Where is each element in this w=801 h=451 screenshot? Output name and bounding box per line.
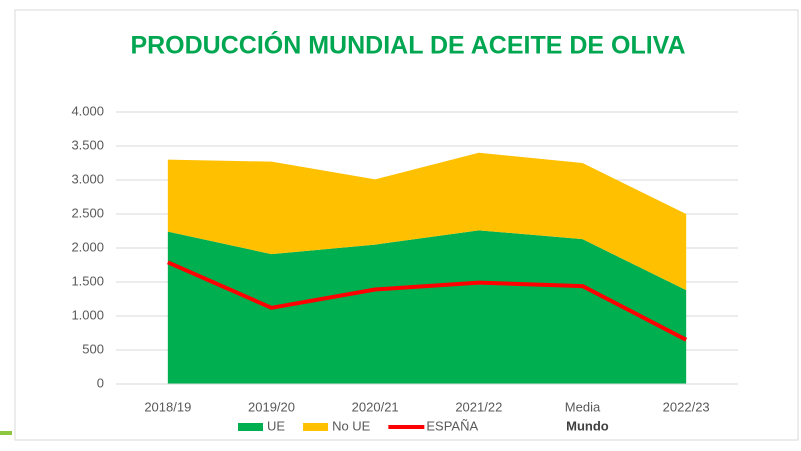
legend-swatch (303, 423, 329, 431)
y-tick-label: 3.500 (71, 137, 104, 152)
x-tick-label: 2022/23 (663, 399, 710, 414)
x-tick-label: Media (565, 399, 601, 414)
area (167, 230, 687, 384)
legend-label: Mundo (566, 418, 609, 433)
line (167, 260, 688, 342)
chart-title: PRODUCCIÓN MUNDIAL DE ACEITE DE OLIVA (130, 30, 685, 60)
legend-label: ESPAÑA (426, 418, 478, 433)
decoration (0, 431, 12, 435)
y-tick-label: 500 (82, 341, 104, 356)
y-tick-label: 4.000 (71, 103, 104, 118)
x-tick-label: 2018/19 (144, 399, 191, 414)
legend-label: No UE (332, 418, 371, 433)
y-tick-label: 1.000 (71, 307, 104, 322)
y-tick-label: 1.500 (71, 273, 104, 288)
y-tick-label: 2.000 (71, 239, 104, 254)
legend-swatch (238, 423, 263, 431)
y-tick-label: 2.500 (71, 205, 104, 220)
y-tick-label: 0 (97, 375, 104, 390)
area (167, 152, 687, 291)
x-tick-label: 2021/22 (455, 399, 502, 414)
y-tick-label: 3.000 (71, 171, 104, 186)
x-tick-label: 2019/20 (248, 399, 295, 414)
legend-label: UE (267, 418, 285, 433)
x-tick-label: 2020/21 (352, 399, 399, 414)
